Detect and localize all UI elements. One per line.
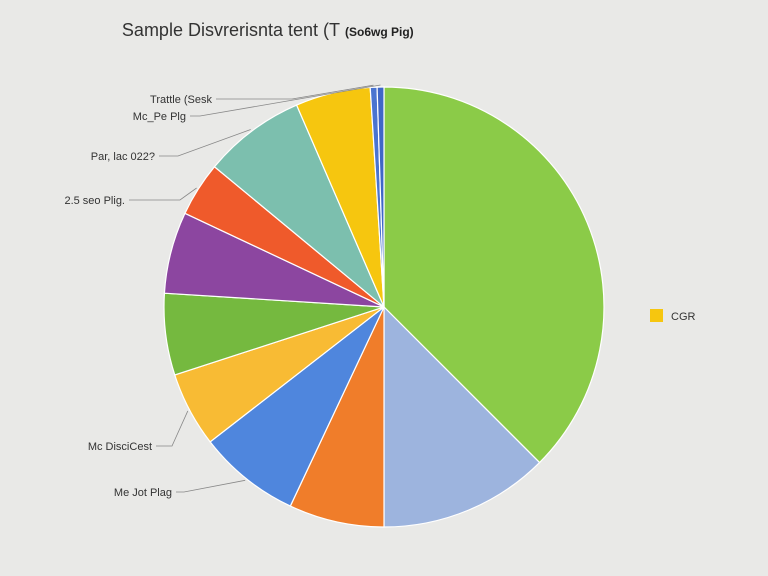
callout-leader-4	[176, 479, 246, 493]
slice-label-5: Mc DisciCest	[88, 441, 152, 453]
legend-swatch	[650, 309, 663, 322]
pie-slice-1	[383, 86, 605, 464]
pie-slice-9	[213, 104, 385, 308]
callout-leader-5	[156, 410, 189, 447]
slice-label-9: Par, lac 022?	[91, 151, 155, 163]
slice-label-11: Trattle (Sesk	[150, 94, 212, 106]
legend: CGR	[650, 309, 696, 323]
chart-subtitle: (So6wg Pig)	[345, 25, 414, 39]
legend-label: CGR	[671, 311, 696, 323]
pie-slices	[163, 86, 605, 528]
slice-label-8: 2.5 seo Plig.	[64, 195, 125, 207]
pie-slice-2	[383, 305, 541, 528]
slice-callouts: Me Jot Plag Mc DisciCest 2.5 seo Plig. Par,…	[64, 84, 381, 499]
callout-leader-9	[159, 129, 251, 157]
callout-leader-12	[190, 84, 381, 117]
slice-label-4: Me Jot Plag	[114, 487, 172, 499]
callout-leader-8	[129, 187, 197, 201]
chart-title: Sample Disvrerisnta tent (T	[122, 20, 340, 40]
slice-label-12: Mc_Pe Plg	[133, 111, 186, 123]
callout-leader-11	[216, 84, 374, 100]
pie-slice-4	[209, 306, 385, 507]
pie-slice-12	[376, 86, 385, 308]
